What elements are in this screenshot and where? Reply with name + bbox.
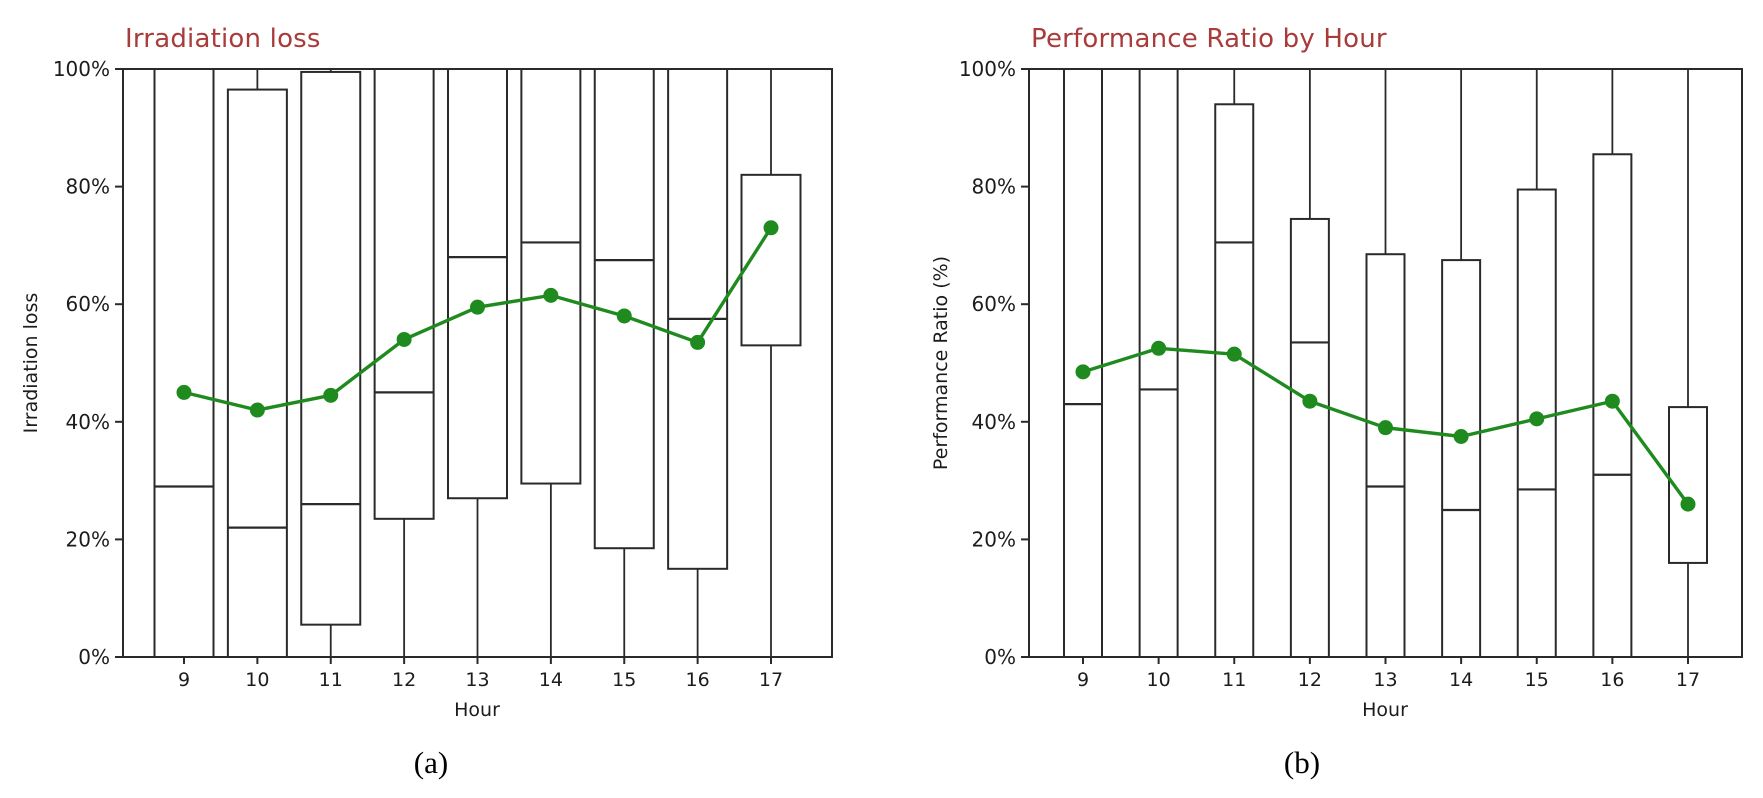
box-hour-10 (1138, 68, 1179, 658)
x-tick-label: 17 (759, 669, 783, 691)
mean-point-hour-12 (1302, 393, 1318, 409)
x-tick-label: 17 (1676, 669, 1700, 691)
box-hour-13 (1365, 253, 1406, 658)
mean-point-hour-16 (1604, 393, 1620, 409)
chart-a-y-axis-label: Irradiation loss (20, 292, 42, 434)
mean-point-hour-12 (396, 331, 412, 347)
y-tick-label: 100% (53, 57, 110, 81)
chart-b-x-axis-label: Hour (1362, 699, 1408, 721)
mean-point-hour-11 (1226, 346, 1242, 362)
plot-frame (1028, 68, 1743, 658)
mean-point-hour-15 (616, 308, 632, 324)
mean-point-hour-11 (323, 387, 339, 403)
x-tick-label: 12 (392, 669, 416, 691)
x-tick-label: 15 (612, 669, 636, 691)
x-tick-label: 14 (1449, 669, 1473, 691)
mean-point-hour-14 (1453, 429, 1469, 444)
x-tick-label: 10 (1147, 669, 1171, 691)
x-tick-label: 12 (1298, 669, 1322, 691)
chart-b-title: Performance Ratio by Hour (1031, 24, 1387, 54)
box-hour-12 (373, 68, 435, 520)
y-tick-label: 0% (984, 645, 1016, 669)
mean-point-hour-17 (1680, 496, 1696, 512)
x-tick-label: 15 (1525, 669, 1549, 691)
x-tick-label: 16 (686, 669, 710, 691)
box-hour-10 (226, 88, 288, 658)
y-tick-label: 80% (66, 175, 110, 199)
y-tick-label: 80% (972, 175, 1016, 199)
box-hour-13 (447, 68, 508, 500)
mean-point-hour-10 (1151, 340, 1167, 356)
y-tick-label: 60% (66, 292, 110, 316)
y-tick-label: 20% (66, 527, 110, 551)
x-tick-label: 13 (1373, 669, 1397, 691)
x-tick-label: 10 (245, 669, 269, 691)
box-hour-14 (1441, 259, 1482, 658)
mean-point-hour-9 (176, 384, 192, 400)
y-tick-label: 40% (972, 410, 1016, 434)
y-tick-label: 40% (66, 410, 110, 434)
x-tick-label: 11 (319, 669, 343, 691)
plot-frame (122, 68, 833, 658)
x-tick-label: 11 (1222, 669, 1246, 691)
mean-point-hour-17 (763, 220, 779, 236)
y-tick-label: 100% (959, 57, 1016, 81)
box-hour-11 (1214, 103, 1255, 658)
box-hour-11 (300, 70, 362, 626)
x-tick-label: 14 (539, 669, 563, 691)
mean-point-hour-13 (470, 299, 485, 315)
caption-a: (a) (413, 745, 449, 780)
caption-b: (b) (1283, 745, 1321, 780)
mean-point-hour-10 (249, 402, 265, 418)
mean-point-hour-16 (690, 334, 706, 350)
box-hour-12 (1289, 217, 1330, 658)
mean-point-hour-14 (543, 287, 559, 303)
mean-point-hour-9 (1075, 364, 1091, 380)
box-hour-14 (520, 68, 582, 485)
chart-b-y-axis-label: Performance Ratio (%) (930, 255, 952, 471)
box-hour-9 (153, 68, 215, 658)
box-hour-9 (1063, 68, 1103, 658)
y-tick-label: 20% (972, 527, 1016, 551)
mean-point-hour-15 (1529, 411, 1545, 427)
y-tick-label: 60% (972, 292, 1016, 316)
x-tick-label: 9 (1077, 669, 1089, 691)
chart-a-title: Irradiation loss (125, 24, 321, 54)
mean-point-hour-13 (1378, 420, 1393, 436)
chart-a-x-axis-label: Hour (454, 699, 500, 721)
x-tick-label: 16 (1600, 669, 1624, 691)
x-tick-label: 13 (465, 669, 489, 691)
x-tick-label: 9 (178, 669, 190, 691)
y-tick-label: 0% (78, 645, 110, 669)
